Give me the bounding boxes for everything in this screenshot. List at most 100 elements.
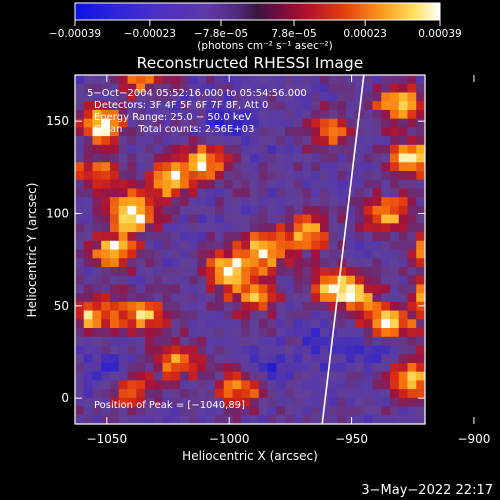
heatmap-cell xyxy=(320,415,330,424)
heatmap-cell xyxy=(171,275,181,285)
heatmap-cell xyxy=(127,162,137,172)
heatmap-cell xyxy=(241,362,251,373)
heatmap-cell xyxy=(101,406,111,416)
heatmap-cell xyxy=(83,328,94,338)
heatmap-cell xyxy=(215,197,225,207)
heatmap-cell xyxy=(197,345,207,355)
heatmap-cell xyxy=(215,371,225,381)
heatmap-cell xyxy=(311,127,321,137)
heatmap-cell xyxy=(136,362,146,373)
heatmap-cell xyxy=(250,92,260,102)
heatmap-cell xyxy=(363,223,374,233)
heatmap-cell xyxy=(328,205,339,216)
heatmap-cell xyxy=(372,249,382,259)
heatmap-cell xyxy=(320,380,330,390)
heatmap-cell xyxy=(241,136,251,146)
heatmap-cell xyxy=(407,319,417,329)
heatmap-cell xyxy=(372,214,382,224)
heatmap-cell xyxy=(250,284,260,294)
heatmap-cell xyxy=(206,205,216,216)
heatmap-cell xyxy=(232,83,242,94)
heatmap-cell xyxy=(302,153,312,163)
heatmap-cell xyxy=(118,415,129,424)
heatmap-cell xyxy=(223,127,234,137)
heatmap-cell xyxy=(180,197,190,207)
heatmap-cell xyxy=(346,136,356,146)
heatmap-cell xyxy=(250,328,260,338)
heatmap-cell xyxy=(355,127,365,137)
heatmap-cell xyxy=(241,153,251,163)
heatmap-cell xyxy=(302,258,312,268)
heatmap-cell xyxy=(311,92,321,102)
heatmap-cell xyxy=(250,336,260,347)
heatmap-cell xyxy=(197,170,207,181)
heatmap-cell xyxy=(258,354,269,364)
heatmap-cell xyxy=(153,380,164,390)
heatmap-cell xyxy=(372,354,382,364)
heatmap-cell xyxy=(215,415,225,424)
heatmap-cell xyxy=(276,75,286,85)
heatmap-cell xyxy=(145,275,155,285)
heatmap-cell xyxy=(232,205,242,216)
heatmap-cell xyxy=(101,415,111,424)
heatmap-cell xyxy=(250,240,260,251)
annotation-line: Energy Range: 25.0 − 50.0 keV xyxy=(94,112,251,123)
heatmap-cell xyxy=(398,284,409,294)
heatmap-cell xyxy=(232,275,242,285)
heatmap-cell xyxy=(162,275,172,285)
heatmap-cell xyxy=(302,380,312,390)
heatmap-cell xyxy=(250,319,260,329)
heatmap-cell xyxy=(83,214,94,224)
heatmap-cell xyxy=(197,310,207,320)
heatmap-cell xyxy=(407,92,417,102)
heatmap-cell xyxy=(188,101,199,111)
heatmap-cell xyxy=(197,284,207,294)
heatmap-cell xyxy=(75,345,85,355)
heatmap-cell xyxy=(363,83,374,94)
heatmap-cell xyxy=(285,380,295,390)
heatmap-cell xyxy=(267,170,277,181)
heatmap-cell xyxy=(302,293,312,303)
heatmap-cell xyxy=(416,389,425,399)
heatmap-cell xyxy=(188,136,199,146)
heatmap-cell xyxy=(215,127,225,137)
heatmap-cell xyxy=(398,170,409,181)
heatmap-cell xyxy=(407,197,417,207)
heatmap-cell xyxy=(83,415,94,424)
heatmap-cell xyxy=(241,92,251,102)
heatmap-cell xyxy=(363,249,374,259)
heatmap-cell xyxy=(110,415,120,424)
heatmap-cell xyxy=(188,109,199,120)
heatmap-cell xyxy=(215,83,225,94)
heatmap-cell xyxy=(171,354,181,364)
heatmap-cell xyxy=(355,144,365,155)
heatmap-cell xyxy=(381,380,391,390)
heatmap-cell xyxy=(355,389,365,399)
heatmap-cell xyxy=(215,258,225,268)
heatmap-cell xyxy=(215,92,225,102)
heatmap-cell xyxy=(416,75,425,85)
heatmap-cell xyxy=(355,92,365,102)
heatmap-cell xyxy=(276,258,286,268)
heatmap-cell xyxy=(258,275,269,285)
heatmap-cell xyxy=(381,188,391,198)
heatmap-cell xyxy=(92,249,102,259)
heatmap-cell xyxy=(293,371,304,381)
heatmap-cell xyxy=(145,223,155,233)
heatmap-cell xyxy=(110,75,120,85)
heatmap-cell xyxy=(92,336,102,347)
heatmap-cell xyxy=(171,109,181,120)
heatmap-cell xyxy=(206,310,216,320)
heatmap-cell xyxy=(381,362,391,373)
heatmap-cell xyxy=(407,345,417,355)
heatmap-cell xyxy=(223,153,234,163)
heatmap-cell xyxy=(407,214,417,224)
heatmap-cell xyxy=(136,389,146,399)
heatmap-cell xyxy=(232,406,242,416)
heatmap-cell xyxy=(136,319,146,329)
heatmap-cell xyxy=(416,223,425,233)
heatmap-cell xyxy=(136,144,146,155)
heatmap-cell xyxy=(75,397,85,408)
heatmap-cell xyxy=(320,83,330,94)
heatmap-cell xyxy=(188,223,199,233)
